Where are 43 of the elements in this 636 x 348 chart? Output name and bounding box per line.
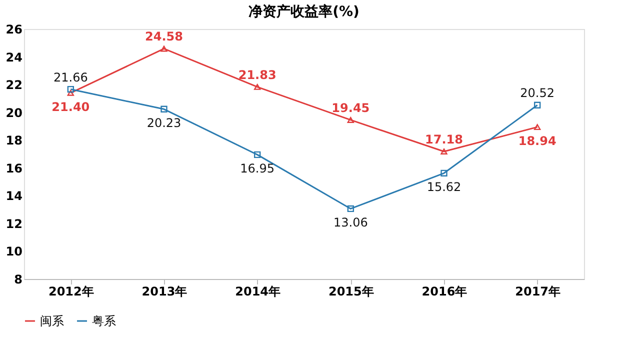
point [67,86,74,93]
y-tick-label: 8 [14,272,22,286]
point [347,205,354,212]
y-tick-label: 10 [6,244,22,259]
data-label: 21.40 [52,100,90,114]
y-tick-label: 16 [6,161,22,176]
data-label: 20.23 [146,116,182,130]
point [254,84,261,90]
point [347,117,354,123]
data-label: 13.06 [333,216,368,230]
data-label: 15.62 [426,180,462,194]
y-tick-label: 18 [6,134,22,148]
point [67,90,74,96]
x-tick-label: 2015年 [328,284,374,298]
y-tick-label: 22 [6,78,22,92]
data-label: 24.58 [145,30,183,44]
data-label: 20.52 [520,86,555,100]
chart-title: 净资产收益率(%) [248,3,360,20]
legend-label: 闽系 [40,314,64,328]
point [160,46,168,52]
point [534,124,541,130]
legend-label: 粤系 [92,314,116,328]
y-tick-label: 24 [6,50,22,64]
point [440,148,448,154]
data-label: 17.18 [425,132,463,146]
point [440,170,448,177]
point [534,102,541,108]
x-tick-label: 2013年 [142,284,188,298]
y-tick-label: 12 [6,216,22,231]
x-tick-label: 2016年 [422,284,468,298]
point [160,106,168,112]
data-label: 18.94 [518,134,556,148]
data-label: 21.66 [53,70,88,84]
y-tick-label: 14 [6,189,22,204]
data-label: 19.45 [332,100,370,115]
x-tick-label: 2012年 [48,284,94,298]
x-tick-label: 2017年 [515,284,561,298]
data-label: 16.95 [240,162,275,176]
y-tick-label: 20 [6,106,22,120]
data-label: 21.83 [238,68,276,82]
point [254,151,261,158]
y-tick-label: 26 [6,22,22,36]
x-tick-label: 2014年 [235,284,281,298]
